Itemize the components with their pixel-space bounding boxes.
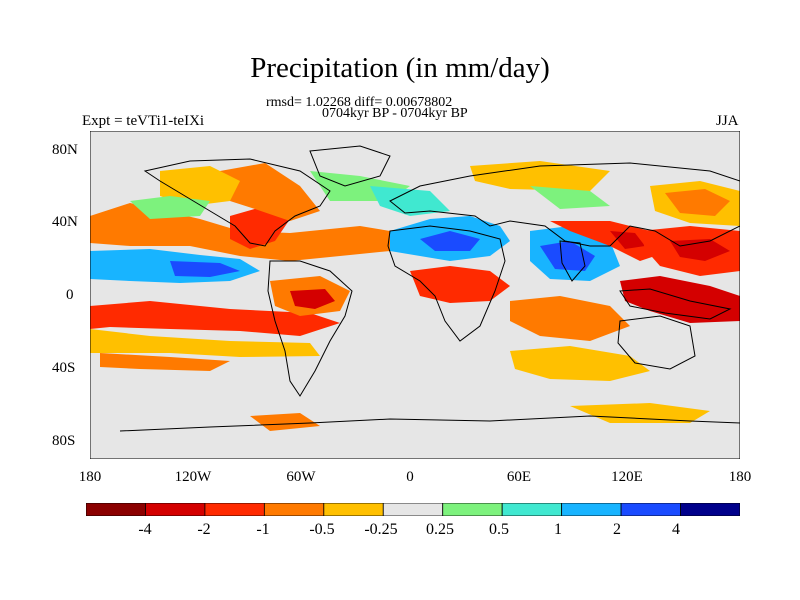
region-north-america-orange: [220, 163, 320, 221]
colorbar-cell: [86, 503, 146, 516]
colorbar-cell: [382, 503, 444, 516]
region-maritime-red: [620, 276, 740, 323]
lon-label-60e: 60E: [506, 469, 532, 485]
coastlines: [119, 145, 740, 432]
lon-label-120w: 120W: [174, 469, 212, 485]
colorbar-label: 2: [613, 521, 621, 538]
region-west-pacific-darkred: [670, 239, 730, 261]
region-atlantic-darkblue: [420, 231, 480, 251]
colorbar-label: 0.25: [426, 521, 454, 538]
stats-label: rmsd= 1.02268 diff= 0.00678802: [266, 95, 453, 110]
colorbar-cell: [204, 503, 265, 516]
plot-title: Precipitation (in mm/day): [250, 52, 550, 84]
lon-label-120e: 120E: [611, 469, 643, 485]
colorbar-label: 4: [672, 521, 680, 538]
lat-label-40s: 40S: [52, 360, 76, 376]
colorbar-label: -0.25: [364, 521, 398, 538]
lon-label-0: 0: [406, 469, 414, 485]
colorbar: [86, 503, 740, 516]
colorbar-cell: [501, 503, 563, 516]
region-atlantic-cyan: [370, 186, 450, 216]
colorbar-cell: [323, 503, 384, 516]
region-siberia-yellow: [470, 161, 610, 191]
colorbar-cell: [680, 503, 740, 516]
colorbar-label: -4: [138, 521, 152, 538]
colorbar-cell: [145, 503, 206, 516]
colorbar-label: 0.5: [489, 521, 509, 538]
lat-label-80s: 80S: [52, 433, 76, 449]
lat-label-40n: 40N: [52, 214, 78, 230]
region-antarctic-yellow: [570, 403, 710, 423]
region-north-america-yellow: [160, 166, 240, 206]
band-south-pacific-red2: [100, 353, 230, 371]
band-south-pacific-orange: [90, 329, 320, 357]
colorbar-cell: [263, 503, 325, 516]
colorbar-label: 1: [554, 521, 562, 538]
region-south-ocean-orange: [510, 346, 650, 381]
region-asia-darkred: [610, 231, 645, 249]
season-label: JJA: [716, 113, 739, 129]
region-indian-ocean-orange: [510, 296, 630, 341]
colorbar-label: -1: [256, 521, 270, 538]
colorbar-label: -0.5: [309, 521, 335, 538]
region-atlantic-green: [130, 196, 210, 219]
region-antarctic-orange: [250, 413, 320, 431]
region-west-africa-red: [410, 266, 510, 303]
lon-label-180e: 180: [728, 469, 752, 485]
lat-label-80n: 80N: [52, 142, 78, 158]
region-east-asia-orange: [665, 189, 730, 216]
lon-label-60w: 60W: [286, 469, 316, 485]
region-south-america-red: [290, 289, 335, 309]
colorbar-cell: [620, 503, 681, 516]
band-east-pacific-dark: [170, 261, 240, 277]
colorbar-label: -2: [197, 521, 211, 538]
colorbar-cell: [442, 503, 503, 516]
period-label: 0704kyr BP - 0704kyr BP: [322, 106, 468, 121]
region-siberia-green: [530, 186, 610, 209]
lat-label-eq: 0: [66, 287, 74, 303]
colorbar-cell: [561, 503, 622, 516]
lon-label-180w: 180: [78, 469, 102, 485]
experiment-label: Expt = teVTi1-teIXi: [82, 113, 205, 129]
region-central-america: [230, 206, 290, 249]
precipitation-map: [90, 131, 740, 459]
